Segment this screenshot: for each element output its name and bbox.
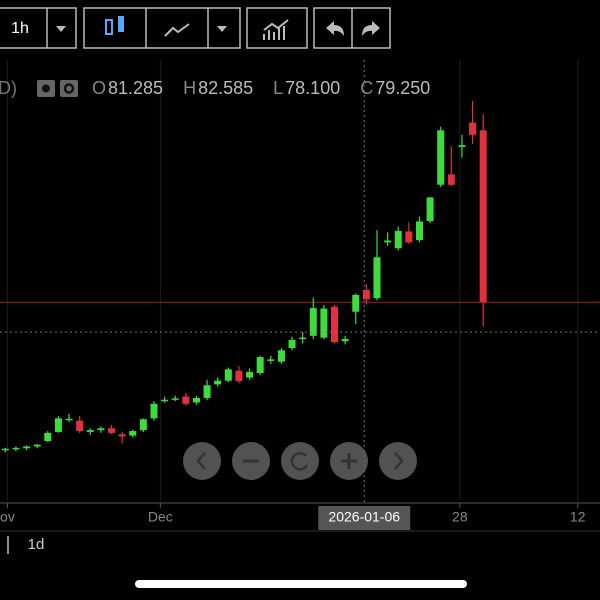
ohlc-value: 82.585 (198, 78, 253, 98)
redo-icon (362, 21, 380, 36)
scroll-right-button[interactable] (379, 442, 417, 480)
candle-body (437, 130, 445, 185)
indicator-icon (164, 23, 190, 37)
candle-body (341, 338, 349, 342)
candle-body (203, 385, 211, 398)
icon (196, 452, 206, 470)
ohlc-value: 81.285 (108, 78, 163, 98)
candle-body (447, 174, 455, 185)
icon (394, 452, 404, 470)
candle-body (320, 308, 328, 338)
x-tick-label: 28 (452, 509, 468, 525)
x-tick-label: ov (0, 509, 15, 525)
plot-area: ov Dec 28 12 2026-01-06 (0, 60, 600, 530)
candle-body (373, 257, 381, 299)
candle-body (288, 339, 296, 349)
candle-body (331, 306, 339, 343)
candle-body (54, 418, 62, 432)
crosshair-label-box (318, 506, 411, 530)
candle-body (415, 221, 423, 241)
x-tick-label: Dec (148, 509, 173, 525)
candle-body (458, 145, 466, 148)
candle-body (479, 130, 487, 303)
candle-body (277, 350, 285, 362)
candle-body (86, 430, 94, 432)
candle-body (352, 294, 360, 312)
ohlc-letter: H (183, 78, 196, 98)
candle-body (384, 240, 392, 243)
candle-body (76, 420, 84, 432)
ohlc-value: 78.100 (285, 78, 340, 98)
candle-body (108, 428, 116, 433)
candle-body (161, 399, 169, 402)
candle-body (405, 231, 413, 243)
candle-body (129, 431, 137, 436)
candle-body (65, 418, 73, 421)
range-button[interactable]: 1d (28, 536, 45, 553)
candle-body (426, 197, 434, 222)
interval-label: 1h (11, 20, 29, 37)
ohlc-value: 79.250 (375, 78, 430, 98)
scroll-left-button[interactable] (183, 442, 221, 480)
candle-body (309, 308, 317, 336)
undo-icon (326, 21, 344, 36)
candle-body (171, 398, 179, 400)
candle-body (44, 432, 52, 442)
eye-icon (42, 84, 50, 93)
x-tick-label: 12 (570, 509, 586, 525)
candle-body (362, 290, 370, 300)
candle-body (299, 337, 307, 340)
navigation (183, 442, 417, 480)
studies-icon (263, 19, 289, 40)
toolbar: 1h (0, 7, 391, 49)
ohlc-letter: C (360, 78, 373, 98)
home-indicator (135, 580, 467, 588)
candle-body (23, 446, 31, 449)
candle-body (256, 357, 264, 373)
candle-body (267, 359, 275, 361)
candle-body (224, 369, 232, 381)
ohlc-letter: L (273, 78, 283, 98)
candle-body (235, 370, 243, 382)
icon (341, 453, 357, 469)
candle-body (246, 372, 254, 378)
candle-body (394, 231, 402, 249)
candle-body (139, 419, 147, 431)
candle-body (150, 403, 158, 419)
crosshair-label: 2026-01-06 (328, 509, 400, 525)
candle-body (33, 444, 41, 447)
candle-body (182, 396, 190, 404)
candle-icon (105, 19, 113, 35)
legend: D) O 81.285 H 82.585 L 78.100 C 79.250 (0, 78, 430, 98)
settings-icon (63, 83, 75, 94)
ohlc-readout: O 81.285 H 82.585 L 78.100 C 79.250 (92, 78, 430, 98)
candle-body (12, 447, 20, 450)
candle-icon (118, 16, 124, 32)
candle-body (214, 380, 222, 385)
reset-button[interactable] (281, 442, 319, 480)
settings-icon[interactable] (60, 80, 78, 97)
candle-body (469, 122, 477, 135)
ohlc-letter: O (92, 78, 106, 98)
dropdown-icon (217, 26, 227, 32)
chart-type-button[interactable] (83, 7, 241, 49)
candle-body (192, 397, 200, 403)
legend-prefix: D) (0, 78, 17, 98)
icon (290, 451, 309, 471)
candle-body (97, 428, 105, 431)
candle-body (1, 448, 9, 451)
candle-body (118, 434, 126, 437)
dropdown-icon (56, 26, 66, 32)
